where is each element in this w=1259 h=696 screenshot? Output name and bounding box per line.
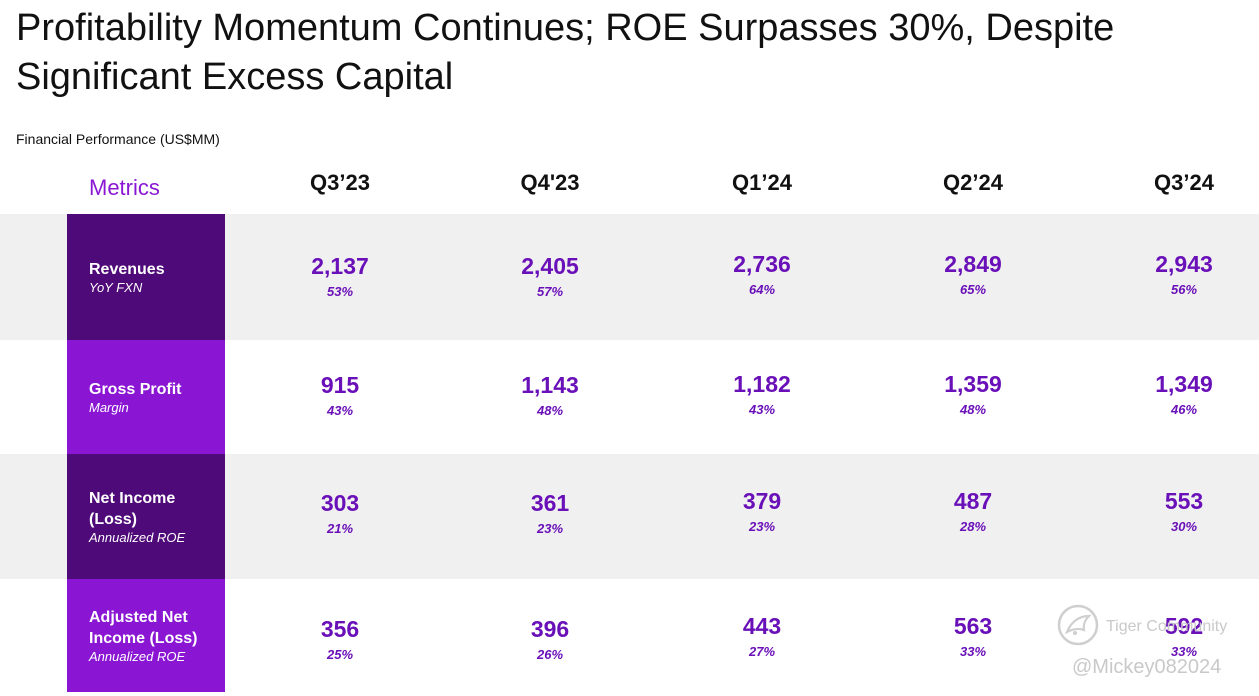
watermark-brand: Tiger Community xyxy=(1106,618,1228,635)
cell-adjusted-net-income-q1-24: 443 27% xyxy=(682,612,842,662)
page-title: Profitability Momentum Continues; ROE Su… xyxy=(16,7,1115,98)
cell-percent: 43% xyxy=(326,403,354,418)
row-label-name: Gross Profit xyxy=(89,381,182,398)
cell-percent: 23% xyxy=(748,519,776,534)
cell-value: 553 xyxy=(1164,488,1204,514)
cell-gross-profit-q2-24: 1,359 48% xyxy=(893,370,1053,420)
cell-value: 356 xyxy=(320,616,360,642)
cell-adjusted-net-income-q4-23: 396 26% xyxy=(470,615,630,665)
cell-net-income-q4-23: 361 23% xyxy=(470,489,630,539)
cell-percent: 64% xyxy=(748,282,776,297)
row-label-net-income: Net Income (Loss) Annualized ROE xyxy=(67,454,225,579)
cell-value: 443 xyxy=(742,613,782,639)
cell-percent: 48% xyxy=(959,402,987,417)
cell-revenues-q4-23: 2,405 57% xyxy=(470,252,630,302)
quarter-header-q4-23: Q4'23 xyxy=(520,170,580,195)
metrics-header: Metrics xyxy=(89,175,160,200)
cell-adjusted-net-income-q3-23: 356 25% xyxy=(260,615,420,665)
table-row-revenues: Revenues YoY FXN 2,137 53% 2,405 57% 2,7… xyxy=(0,214,1259,340)
cell-value: 361 xyxy=(530,490,570,516)
cell-value: 1,182 xyxy=(733,371,791,397)
cell-value: 1,349 xyxy=(1155,371,1213,397)
cell-percent: 56% xyxy=(1170,282,1198,297)
cell-percent: 57% xyxy=(536,284,564,299)
cell-value: 2,736 xyxy=(733,251,791,277)
cell-percent: 23% xyxy=(536,521,564,536)
cell-adjusted-net-income-q2-24: 563 33% xyxy=(893,612,1053,662)
cell-percent: 33% xyxy=(959,644,987,659)
quarter-header-q1-24: Q1’24 xyxy=(732,170,792,195)
cell-gross-profit-q3-24: 1,349 46% xyxy=(1104,370,1259,420)
cell-value: 2,405 xyxy=(521,253,579,279)
cell-gross-profit-q1-24: 1,182 43% xyxy=(682,370,842,420)
cell-gross-profit-q4-23: 1,143 48% xyxy=(470,371,630,421)
row-label-sub: Margin xyxy=(89,400,129,415)
cell-percent: 27% xyxy=(748,644,776,659)
cell-percent: 33% xyxy=(1170,644,1198,659)
cell-value: 1,143 xyxy=(521,372,579,398)
cell-value: 563 xyxy=(953,613,993,639)
cell-value: 396 xyxy=(530,616,570,642)
cell-adjusted-net-income-q3-24: 592 33% xyxy=(1104,612,1259,662)
watermark-user: @Mickey082024 xyxy=(1072,656,1222,678)
row-label-revenues: Revenues YoY FXN xyxy=(67,214,225,340)
table-subtitle: Financial Performance (US$MM) xyxy=(16,131,220,147)
row-label-adjusted-net-income: Adjusted Net Income (Loss) Annualized RO… xyxy=(67,579,225,692)
quarter-header-q3-23: Q3’23 xyxy=(310,170,370,195)
table-row-gross-profit: Gross Profit Margin 915 43% 1,143 48% 1,… xyxy=(0,340,1259,454)
row-label-sub: Annualized ROE xyxy=(89,649,186,664)
row-label-gross-profit: Gross Profit Margin xyxy=(67,340,225,454)
cell-value: 2,943 xyxy=(1155,251,1213,277)
table-row-adjusted-net-income: Adjusted Net Income (Loss) Annualized RO… xyxy=(0,579,1259,692)
cell-percent: 43% xyxy=(748,402,776,417)
cell-revenues-q1-24: 2,736 64% xyxy=(682,250,842,300)
cell-revenues-q3-24: 2,943 56% xyxy=(1104,250,1259,300)
cell-percent: 46% xyxy=(1170,402,1198,417)
cell-value: 915 xyxy=(320,372,360,398)
quarter-header-q3-24: Q3’24 xyxy=(1154,170,1214,195)
cell-value: 2,849 xyxy=(944,251,1002,277)
row-label-sub: Annualized ROE xyxy=(89,530,186,545)
cell-gross-profit-q3-23: 915 43% xyxy=(260,371,420,421)
cell-percent: 26% xyxy=(536,647,564,662)
cell-value: 303 xyxy=(320,490,360,516)
cell-percent: 65% xyxy=(959,282,987,297)
cell-percent: 53% xyxy=(326,284,354,299)
cell-percent: 30% xyxy=(1170,519,1198,534)
cell-value: 1,359 xyxy=(944,371,1002,397)
cell-net-income-q2-24: 487 28% xyxy=(893,487,1053,537)
cell-value: 379 xyxy=(742,488,782,514)
cell-percent: 28% xyxy=(959,519,987,534)
cell-revenues-q2-24: 2,849 65% xyxy=(893,250,1053,300)
cell-value: 487 xyxy=(953,488,993,514)
cell-net-income-q3-24: 553 30% xyxy=(1104,487,1259,537)
row-label-name: Net Income (Loss) xyxy=(89,490,176,528)
tiger-logo-icon xyxy=(1057,604,1099,646)
row-label-name: Adjusted Net Income (Loss) xyxy=(89,609,198,647)
cell-net-income-q3-23: 303 21% xyxy=(260,489,420,539)
table-row-net-income: Net Income (Loss) Annualized ROE 303 21%… xyxy=(0,454,1259,579)
row-label-name: Revenues xyxy=(89,261,165,278)
cell-value: 592 xyxy=(1164,613,1204,639)
cell-value: 2,137 xyxy=(311,253,369,279)
cell-percent: 21% xyxy=(326,521,354,536)
cell-percent: 25% xyxy=(326,647,354,662)
cell-net-income-q1-24: 379 23% xyxy=(682,487,842,537)
cell-revenues-q3-23: 2,137 53% xyxy=(260,252,420,302)
quarter-header-q2-24: Q2’24 xyxy=(943,170,1003,195)
row-label-sub: YoY FXN xyxy=(89,280,143,295)
cell-percent: 48% xyxy=(536,403,564,418)
